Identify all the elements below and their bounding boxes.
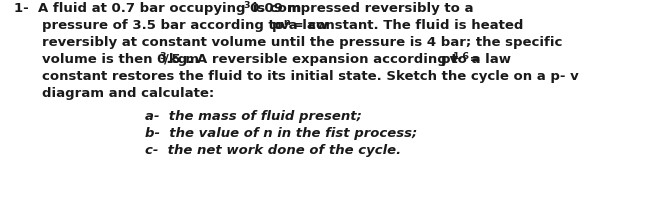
Text: diagram and calculate:: diagram and calculate: — [42, 87, 214, 100]
Text: = constant. The fluid is heated: = constant. The fluid is heated — [288, 19, 523, 32]
Text: volume is then 0.5 m: volume is then 0.5 m — [42, 53, 199, 66]
Text: a-  the mass of fluid present;: a- the mass of fluid present; — [145, 110, 362, 123]
Text: 3: 3 — [160, 52, 166, 61]
Text: 3: 3 — [244, 1, 250, 10]
Text: =: = — [465, 53, 481, 66]
Text: pressure of 3.5 bar according to a law: pressure of 3.5 bar according to a law — [42, 19, 333, 32]
Text: 1.6: 1.6 — [453, 52, 469, 61]
Text: c-  the net work done of the cycle.: c- the net work done of the cycle. — [145, 144, 401, 157]
Text: /kg. A reversible expansion according to a law: /kg. A reversible expansion according to… — [164, 53, 516, 66]
Text: pv: pv — [272, 19, 290, 32]
Text: reversibly at constant volume until the pressure is 4 bar; the specific: reversibly at constant volume until the … — [42, 36, 562, 49]
Text: constant restores the fluid to its initial state. Sketch the cycle on a p- v: constant restores the fluid to its initi… — [42, 70, 579, 83]
Text: 1-  A fluid at 0.7 bar occupying 0.09 m: 1- A fluid at 0.7 bar occupying 0.09 m — [14, 2, 301, 15]
Text: n: n — [284, 18, 290, 27]
Text: is compressed reversibly to a: is compressed reversibly to a — [248, 2, 473, 15]
Text: pv: pv — [441, 53, 459, 66]
Text: b-  the value of n in the fist process;: b- the value of n in the fist process; — [145, 127, 417, 140]
